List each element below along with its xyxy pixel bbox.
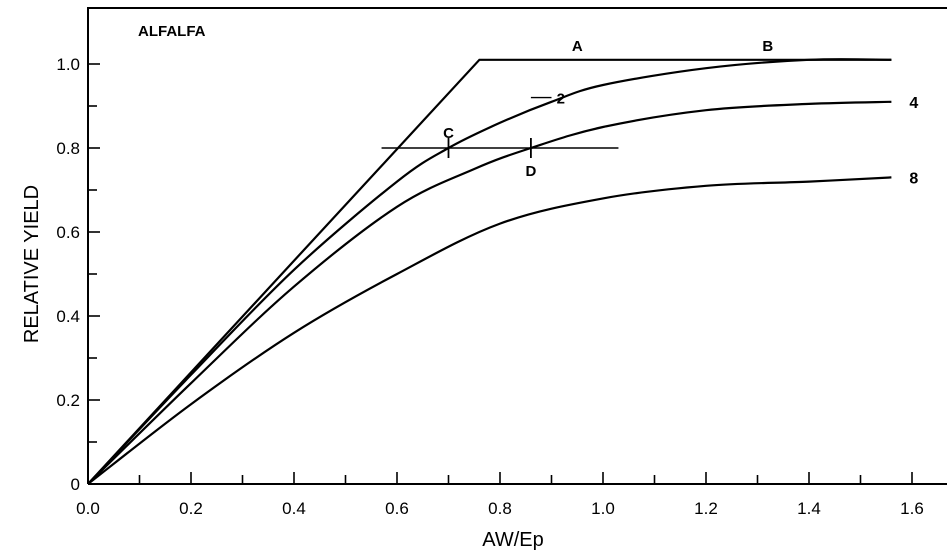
annotations-group: C D A B 2 <box>381 38 773 180</box>
x-tick-label: 1.6 <box>900 499 924 518</box>
x-axis-label: AW/Ep <box>482 529 544 551</box>
series-label: 4 <box>909 95 918 112</box>
series-line-2 <box>87 58 892 485</box>
series-group: 48 <box>87 58 918 485</box>
y-tick-label: 0.8 <box>56 139 80 158</box>
series-line-limit <box>87 58 892 485</box>
series-label: 2 <box>557 91 565 108</box>
x-tick-label: 1.0 <box>591 499 615 518</box>
plot-border <box>87 7 947 484</box>
x-tick-label: 0.4 <box>282 499 306 518</box>
x-tick-label: 0.2 <box>179 499 203 518</box>
y-tick-label: 0 <box>71 475 80 494</box>
series-label: 8 <box>909 170 918 187</box>
y-axis-label: RELATIVE YIELD <box>21 185 43 343</box>
annotation-label: B <box>762 38 773 55</box>
x-tick-label: 1.4 <box>797 499 821 518</box>
series-line-4 <box>87 100 892 485</box>
y-tick-label: 0.2 <box>56 391 80 410</box>
x-tick-label: 0.6 <box>385 499 409 518</box>
y-axis: 0 0.2 0.4 0.6 0.8 1.0 <box>56 55 100 494</box>
plot-frame <box>87 7 947 485</box>
y-tick-label: 0.4 <box>56 307 80 326</box>
x-tick-label: 0.0 <box>76 499 100 518</box>
x-axis: 0.0 0.2 0.4 0.6 0.8 1.0 1.2 1.4 1.6 <box>76 472 924 518</box>
y-tick-label: 0.6 <box>56 223 80 242</box>
chart-title: ALFALFA <box>138 23 206 40</box>
x-tick-label: 1.2 <box>694 499 718 518</box>
annotation-label: A <box>572 38 583 55</box>
x-tick-label: 0.8 <box>488 499 512 518</box>
point-label: C <box>443 125 454 142</box>
y-tick-label: 1.0 <box>56 55 80 74</box>
series-line-8 <box>87 176 892 485</box>
point-label: D <box>525 163 536 180</box>
